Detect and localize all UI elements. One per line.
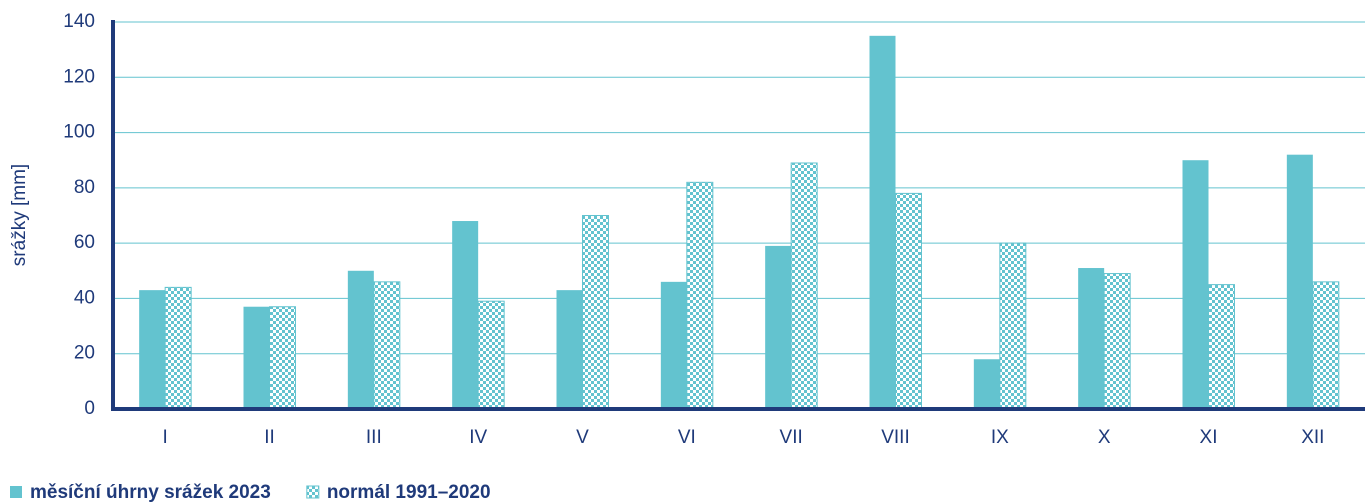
bar xyxy=(790,162,818,410)
bar xyxy=(556,290,583,409)
legend-marker xyxy=(306,485,320,499)
x-tick-label: III xyxy=(366,427,382,448)
bar xyxy=(869,35,896,409)
y-tick-label: 140 xyxy=(63,11,95,32)
x-tick-label: VI xyxy=(678,427,696,448)
legend-label: normál 1991–2020 xyxy=(327,482,491,503)
bar xyxy=(765,245,792,409)
bar xyxy=(1208,284,1235,410)
bar xyxy=(895,192,922,410)
bar xyxy=(582,215,609,410)
x-tick-label: XI xyxy=(1200,427,1218,448)
x-tick-label: X xyxy=(1098,427,1111,448)
y-tick-label: 80 xyxy=(74,177,95,198)
bar xyxy=(164,286,192,410)
bar xyxy=(999,242,1027,410)
legend-marker xyxy=(10,486,22,498)
x-tick-label: II xyxy=(264,427,275,448)
bar xyxy=(452,221,479,409)
bar xyxy=(1103,273,1131,410)
x-tick-label: IV xyxy=(469,427,487,448)
x-tick-label: IX xyxy=(991,427,1009,448)
x-tick-label: XII xyxy=(1301,427,1324,448)
y-tick-label: 0 xyxy=(84,398,95,419)
y-axis-label: srážky [mm] xyxy=(9,164,30,266)
legend-label: měsíční úhrny srážek 2023 xyxy=(30,482,271,503)
bar xyxy=(1078,268,1105,409)
bar xyxy=(243,306,270,409)
x-tick-label: I xyxy=(163,427,168,448)
bar xyxy=(660,281,687,409)
bar xyxy=(1182,160,1209,409)
y-tick-label: 20 xyxy=(74,343,95,364)
bar xyxy=(347,270,374,409)
bar xyxy=(1286,154,1313,409)
y-tick-label: 120 xyxy=(63,66,95,87)
bar xyxy=(139,290,166,409)
x-tick-label: VII xyxy=(780,427,803,448)
bar xyxy=(1312,281,1340,410)
bar xyxy=(269,306,296,410)
y-tick-label: 60 xyxy=(74,232,95,253)
bar xyxy=(373,281,401,410)
x-tick-label: VIII xyxy=(881,427,910,448)
bar xyxy=(686,181,714,410)
x-tick-label: V xyxy=(576,427,589,448)
bar xyxy=(477,300,505,410)
y-tick-label: 100 xyxy=(63,122,95,143)
bar xyxy=(973,359,1000,409)
y-tick-label: 40 xyxy=(74,287,95,308)
